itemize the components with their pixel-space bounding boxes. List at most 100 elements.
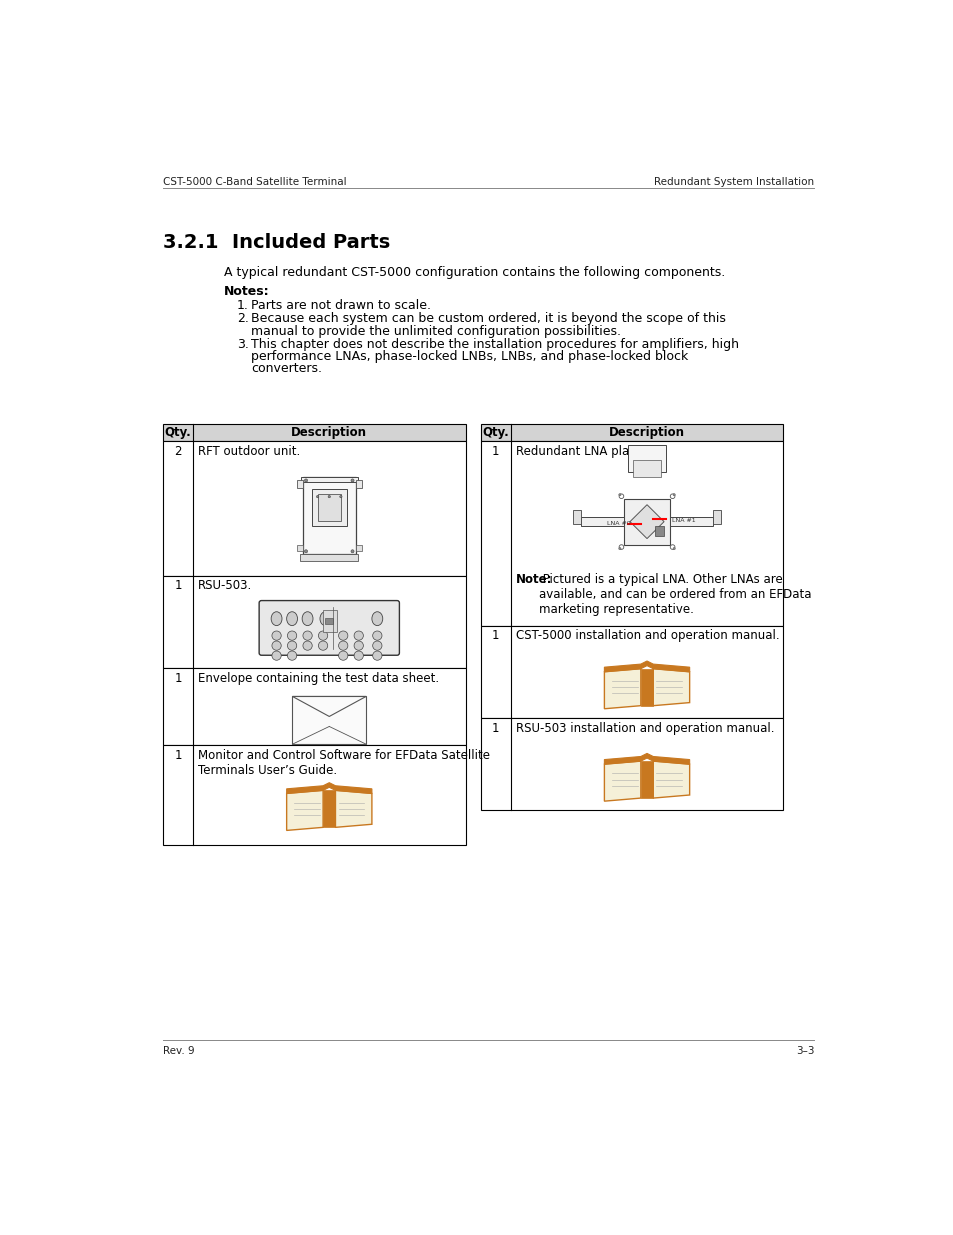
Bar	[300, 478, 357, 482]
Polygon shape	[653, 668, 689, 705]
Circle shape	[339, 495, 342, 498]
Text: Rev. 9: Rev. 9	[163, 1046, 194, 1056]
Polygon shape	[286, 790, 323, 830]
Circle shape	[618, 547, 620, 550]
Circle shape	[354, 651, 363, 661]
Circle shape	[373, 641, 381, 651]
Polygon shape	[286, 783, 372, 793]
Text: 1: 1	[174, 748, 182, 762]
Circle shape	[318, 631, 328, 640]
Polygon shape	[629, 505, 663, 538]
Bar	[712, 510, 720, 524]
Text: 1: 1	[174, 672, 182, 684]
Text: Parts are not drawn to scale.: Parts are not drawn to scale.	[251, 299, 431, 312]
Bar	[303, 478, 355, 555]
Text: 1: 1	[492, 721, 499, 735]
Circle shape	[354, 631, 363, 640]
Bar	[296, 545, 303, 551]
Circle shape	[354, 641, 363, 651]
Bar	[163, 441, 465, 576]
Bar	[163, 668, 465, 745]
Bar	[163, 745, 465, 845]
Text: Description: Description	[291, 426, 367, 440]
Bar	[480, 626, 782, 718]
Bar	[293, 697, 366, 745]
Circle shape	[351, 550, 354, 553]
Text: 3.2.1  Included Parts: 3.2.1 Included Parts	[163, 233, 391, 252]
Bar	[312, 489, 346, 526]
Text: Redundant System Installation: Redundant System Installation	[654, 178, 814, 188]
Polygon shape	[604, 668, 640, 709]
Text: RSU-503 installation and operation manual.: RSU-503 installation and operation manua…	[516, 721, 774, 735]
Ellipse shape	[372, 611, 382, 626]
Circle shape	[304, 479, 307, 482]
Bar	[654, 526, 663, 536]
Polygon shape	[323, 790, 335, 827]
Text: Redundant LNA plate.: Redundant LNA plate.	[516, 445, 644, 458]
Polygon shape	[653, 761, 689, 798]
Circle shape	[373, 631, 381, 640]
FancyBboxPatch shape	[259, 600, 399, 656]
Circle shape	[318, 641, 328, 651]
Circle shape	[670, 494, 674, 499]
Bar	[480, 424, 782, 441]
Text: This chapter does not describe the installation procedures for amplifiers, high: This chapter does not describe the insta…	[251, 337, 739, 351]
Circle shape	[303, 641, 312, 651]
Bar	[573, 510, 580, 524]
Text: manual to provide the unlimited configuration possibilities.: manual to provide the unlimited configur…	[251, 325, 620, 337]
Circle shape	[287, 641, 296, 651]
Bar	[633, 461, 660, 477]
Polygon shape	[604, 661, 689, 672]
Circle shape	[672, 547, 675, 550]
Text: 1: 1	[492, 445, 499, 458]
Text: LNA #1: LNA #1	[671, 517, 695, 522]
Text: Note:: Note:	[516, 573, 552, 587]
Text: 1.: 1.	[236, 299, 249, 312]
Circle shape	[618, 494, 623, 499]
Bar	[317, 494, 340, 521]
Circle shape	[304, 550, 307, 553]
Text: 3.: 3.	[236, 337, 249, 351]
Bar	[325, 618, 333, 624]
Circle shape	[351, 479, 354, 482]
Bar	[163, 424, 465, 441]
Text: CST-5000 C-Band Satellite Terminal: CST-5000 C-Band Satellite Terminal	[163, 178, 347, 188]
Text: Qty.: Qty.	[165, 426, 192, 440]
Circle shape	[338, 641, 348, 651]
Polygon shape	[604, 753, 689, 764]
Bar	[323, 610, 336, 632]
Bar	[480, 718, 782, 810]
Circle shape	[287, 631, 296, 640]
Text: performance LNAs, phase-locked LNBs, LNBs, and phase-locked block: performance LNAs, phase-locked LNBs, LNB…	[251, 350, 687, 363]
Circle shape	[618, 494, 620, 496]
Text: 1: 1	[492, 630, 499, 642]
Text: Description: Description	[608, 426, 684, 440]
Circle shape	[287, 651, 296, 661]
Ellipse shape	[271, 611, 282, 626]
Circle shape	[303, 631, 312, 640]
Ellipse shape	[302, 611, 313, 626]
Text: 3–3: 3–3	[795, 1046, 814, 1056]
Text: RFT outdoor unit.: RFT outdoor unit.	[198, 445, 300, 458]
Polygon shape	[604, 761, 640, 802]
Circle shape	[272, 651, 281, 661]
Circle shape	[338, 631, 348, 640]
Bar	[296, 480, 303, 488]
Text: 2.: 2.	[236, 312, 249, 325]
Circle shape	[328, 495, 330, 498]
Bar	[580, 517, 623, 526]
Circle shape	[373, 651, 381, 661]
Bar	[480, 441, 782, 626]
Text: converters.: converters.	[251, 362, 322, 375]
Polygon shape	[640, 668, 653, 705]
Polygon shape	[640, 761, 653, 798]
Text: Notes:: Notes:	[224, 285, 269, 299]
Text: RSU-503.: RSU-503.	[198, 579, 253, 593]
Text: Pictured is a typical LNA. Other LNAs are
available, and can be ordered from an : Pictured is a typical LNA. Other LNAs ar…	[538, 573, 811, 616]
Bar	[163, 576, 465, 668]
Bar	[670, 517, 712, 526]
Text: A typical redundant CST-5000 configuration contains the following components.: A typical redundant CST-5000 configurati…	[224, 266, 724, 279]
Bar	[355, 545, 361, 551]
Circle shape	[618, 545, 623, 550]
Ellipse shape	[286, 611, 297, 626]
